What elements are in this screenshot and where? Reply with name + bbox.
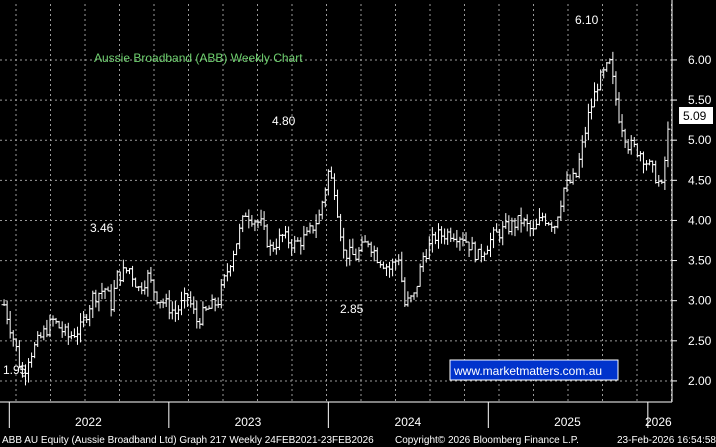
y-tick-label: 5.00 <box>688 133 712 147</box>
last-price-box: 5.09 <box>679 107 713 124</box>
price-bars <box>1 51 671 386</box>
x-tick-label: 2022 <box>75 415 102 429</box>
chart-title: Aussie Broadband (ABB) Weekly Chart <box>94 51 303 65</box>
watermark-link[interactable]: www.marketmatters.com.au <box>453 364 602 378</box>
x-tick-label: 2026 <box>645 415 672 429</box>
annotation-low-2022: 1.95 <box>3 363 27 377</box>
annotation-high-2022: 3.46 <box>90 221 114 235</box>
annotation-low-2024: 2.85 <box>340 302 364 316</box>
last-price-label: 5.09 <box>683 109 707 123</box>
ohlc-bar <box>665 121 671 168</box>
footer-left: ABB AU Equity (Aussie Broadband Ltd) Gra… <box>2 435 374 446</box>
y-tick-label: 2.00 <box>688 374 712 388</box>
y-axis: 2.00 2.50 3.00 3.50 4.00 4.50 5.00 5.50 6.00 <box>671 0 712 402</box>
footer-center: Copyright© 2026 Bloomberg Finance L.P. <box>395 435 579 446</box>
x-tick-label: 2024 <box>395 415 422 429</box>
grid-lines <box>0 4 672 402</box>
y-tick-label: 3.00 <box>688 294 712 308</box>
y-tick-label: 4.50 <box>688 173 712 187</box>
y-tick-label: 6.00 <box>688 53 712 67</box>
footer-right: 23-Feb-2026 16:54:58 <box>617 435 716 446</box>
x-tick-label: 2025 <box>554 415 581 429</box>
annotation-high-2025: 6.10 <box>575 13 599 27</box>
watermark-box[interactable]: www.marketmatters.com.au <box>449 359 619 381</box>
x-axis: 2022 2023 2024 2025 2026 <box>0 401 672 429</box>
y-tick-label: 4.00 <box>688 213 712 227</box>
y-tick-label: 2.50 <box>688 334 712 348</box>
x-tick-label: 2023 <box>235 415 262 429</box>
y-tick-label: 3.50 <box>688 254 712 268</box>
annotation-high-2024: 4.80 <box>272 114 296 128</box>
y-tick-label: 5.50 <box>688 93 712 107</box>
